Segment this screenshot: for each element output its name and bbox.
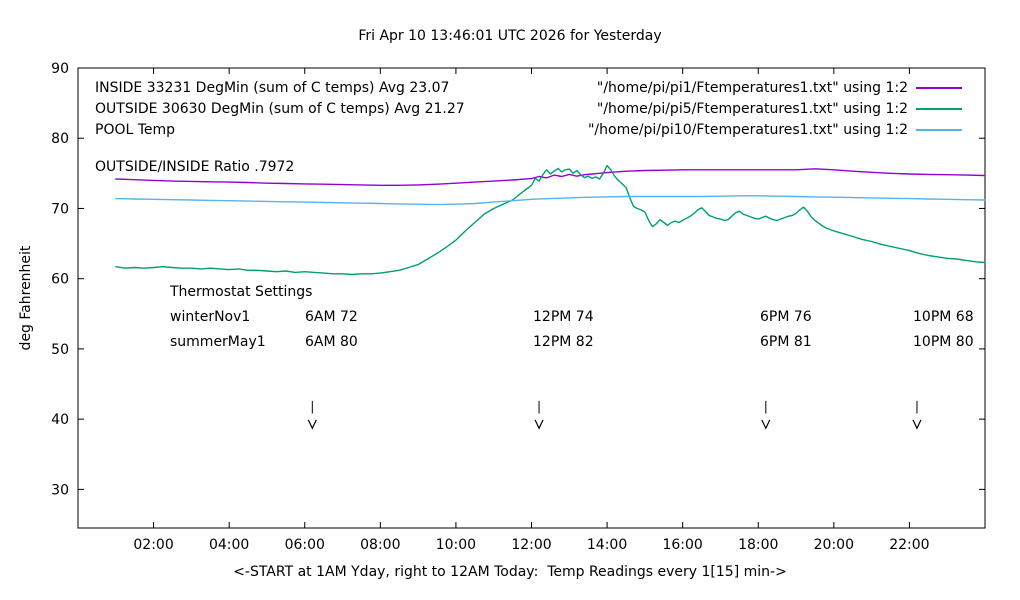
thermostat-summer-12pm: 12PM 82	[533, 334, 594, 350]
series-line-pool	[115, 195, 986, 206]
x-tick-label: 14:00	[587, 537, 627, 553]
legend-file-pool: "/home/pi/pi10/Ftemperatures1.txt" using…	[587, 122, 908, 138]
thermostat-summer-10pm: 10PM 80	[913, 334, 974, 350]
thermostat-winter-10pm: 10PM 68	[913, 309, 974, 325]
y-tick-label: 40	[51, 412, 69, 428]
thermostat-winter-name: winterNov1	[170, 309, 251, 325]
y-tick-label: 60	[51, 272, 69, 288]
thermostat-summer-6am: 6AM 80	[305, 334, 358, 350]
x-tick-label: 06:00	[285, 537, 325, 553]
down-arrow-head	[761, 419, 771, 430]
thermostat-summer-name: summerMay1	[170, 334, 266, 350]
x-tick-label: 08:00	[360, 537, 400, 553]
x-tick-label: 18:00	[738, 537, 778, 553]
thermostat-winter-6pm: 6PM 76	[760, 309, 812, 325]
legend-label-inside: INSIDE 33231 DegMin (sum of C temps) Avg…	[95, 80, 450, 96]
thermostat-summer-6pm: 6PM 81	[760, 334, 812, 350]
thermostat-settings-heading: Thermostat Settings	[170, 284, 313, 300]
series-line-outside	[115, 164, 986, 276]
y-tick-label: 80	[51, 131, 69, 147]
legend-label-outside: OUTSIDE 30630 DegMin (sum of C temps) Av…	[95, 101, 465, 117]
outside-inside-ratio-label: OUTSIDE/INSIDE Ratio .7972	[95, 159, 295, 175]
x-tick-label: 20:00	[814, 537, 854, 553]
down-arrow-head	[307, 419, 317, 430]
y-tick-label: 30	[51, 482, 69, 498]
y-tick-label: 90	[51, 61, 69, 77]
x-tick-label: 02:00	[133, 537, 173, 553]
x-tick-label: 16:00	[662, 537, 702, 553]
legend-line-sample-inside	[916, 87, 962, 89]
legend-file-inside: "/home/pi/pi1/Ftemperatures1.txt" using …	[596, 80, 908, 96]
down-arrow-head	[912, 419, 922, 430]
legend-line-sample-outside	[916, 108, 962, 110]
x-tick-label: 22:00	[889, 537, 929, 553]
x-axis-label: <-START at 1AM Yday, right to 12AM Today…	[233, 564, 787, 580]
x-tick-label: 12:00	[511, 537, 551, 553]
chart-title: Fri Apr 10 13:46:01 UTC 2026 for Yesterd…	[358, 28, 662, 44]
y-tick-label: 70	[51, 201, 69, 217]
thermostat-winter-6am: 6AM 72	[305, 309, 358, 325]
series-line-inside	[115, 168, 986, 187]
x-tick-label: 10:00	[436, 537, 476, 553]
thermostat-winter-12pm: 12PM 74	[533, 309, 594, 325]
x-tick-label: 04:00	[209, 537, 249, 553]
legend-label-pool: POOL Temp	[95, 122, 176, 138]
y-axis-label: deg Fahrenheit	[18, 245, 34, 351]
down-arrow-head	[534, 419, 544, 430]
legend-line-sample-pool	[916, 129, 962, 131]
y-tick-label: 50	[51, 342, 69, 358]
legend-file-outside: "/home/pi/pi5/Ftemperatures1.txt" using …	[596, 101, 908, 117]
